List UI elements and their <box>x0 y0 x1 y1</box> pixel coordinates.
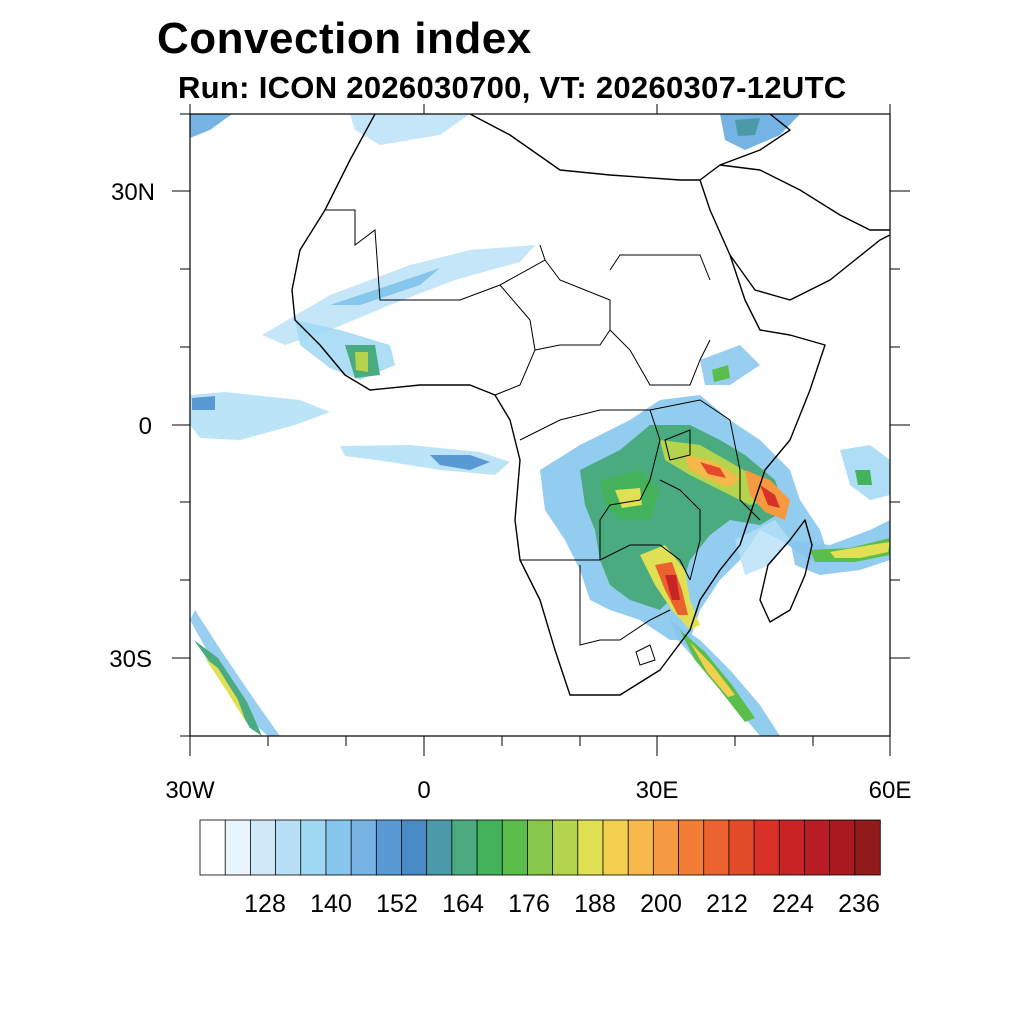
convection-field <box>190 114 890 736</box>
colorbar-swatch <box>602 819 629 876</box>
cell-gulf-of-guinea <box>430 455 490 470</box>
band-gulf-of-guinea <box>340 445 510 475</box>
map-layers <box>190 114 890 736</box>
colorbar-swatch <box>224 819 252 876</box>
colorbar-swatch <box>325 819 352 876</box>
band-mozambique-peak <box>665 575 680 600</box>
band-indian-ocean-south-core <box>690 642 735 697</box>
colorbar-label: 212 <box>706 890 748 918</box>
colorbar-label: 200 <box>640 890 682 918</box>
colorbar-label: 236 <box>838 890 880 918</box>
colorbar-swatch <box>426 819 453 876</box>
chart-subtitle: Run: ICON 2026030700, VT: 20260307-12UTC <box>178 70 847 105</box>
band-equatorial-atlantic <box>190 392 330 440</box>
colorbar-swatch <box>552 819 579 876</box>
colorbar-label: 140 <box>310 890 352 918</box>
arabia-coastline-south <box>729 234 890 301</box>
colorbar-swatch <box>728 819 755 876</box>
band-mediterranean <box>350 114 470 145</box>
border-namibia-botswana <box>579 565 671 646</box>
madagascar-coastline <box>759 519 813 623</box>
border-egypt-sudan <box>609 254 711 281</box>
colorbar-labels: 128 140 152 164 176 188 200 212 224 236 <box>244 890 880 918</box>
colorbar-swatch <box>854 819 881 876</box>
cell-tanzania-peak <box>700 462 726 478</box>
colorbar-label: 128 <box>244 890 286 918</box>
band-sahel-streak <box>262 245 535 345</box>
lon-label-30e: 30E <box>636 777 679 804</box>
colorbar-swatch <box>627 819 655 876</box>
border-tanzania <box>659 479 701 581</box>
colorbar-swatch <box>375 819 403 876</box>
colorbar-swatch <box>199 819 226 876</box>
colorbar-swatch <box>501 819 529 876</box>
colorbar-label: 188 <box>574 890 616 918</box>
colorbar-label: 224 <box>772 890 814 918</box>
colorbar-swatch <box>678 819 705 876</box>
axis-ticks <box>172 104 910 756</box>
cell-northeast-core <box>735 118 760 136</box>
cell-northwest-corner <box>190 114 232 138</box>
lon-label-60e: 60E <box>869 777 912 804</box>
border-angola-zambia <box>520 544 691 581</box>
border-congo <box>519 409 661 560</box>
region-west-africa <box>295 320 395 380</box>
colorbar-swatch <box>527 819 554 876</box>
colorbar-swatch <box>829 819 856 876</box>
cell-ethiopia <box>712 365 730 382</box>
africa-coastline <box>291 114 826 696</box>
cell-atlantic-west <box>192 396 215 410</box>
colorbar-swatch <box>778 819 806 876</box>
colorbar-swatch <box>451 819 478 876</box>
colorbar-swatch <box>804 819 831 876</box>
colorbar-label: 164 <box>442 890 484 918</box>
lat-label-0: 0 <box>139 413 152 440</box>
lon-label-30w: 30W <box>165 777 215 804</box>
cell-coast-peak <box>760 485 780 508</box>
colorbar-swatch <box>476 819 503 876</box>
border-east-africa <box>649 399 761 521</box>
colorbar-swatch <box>275 819 302 876</box>
colorbar-swatch <box>401 819 428 876</box>
colorbar-label: 176 <box>508 890 550 918</box>
colorbar-swatch <box>753 819 780 876</box>
colorbar-swatch <box>300 819 327 876</box>
region-ethiopia <box>700 345 760 385</box>
border-sudan-south <box>609 329 711 386</box>
colorbar-swatch <box>350 819 377 876</box>
country-borders <box>325 209 761 666</box>
lat-label-30n: 30N <box>111 179 155 206</box>
lon-label-0: 0 <box>417 777 430 804</box>
band-southwest-outer <box>190 610 280 736</box>
cell-madagascar-west <box>735 520 790 575</box>
colorbar-swatch <box>577 819 604 876</box>
band-indian-ocean-east-core <box>830 542 890 558</box>
colorbar-swatch <box>249 819 277 876</box>
north-africa-coast <box>469 114 700 181</box>
colorbar <box>199 819 881 876</box>
lat-label-30s: 30S <box>109 646 152 673</box>
cell-west-africa-core <box>355 352 368 372</box>
arabia-coastline-north <box>719 164 890 231</box>
colorbar-swatch <box>652 819 680 876</box>
border-nigeria <box>494 284 536 396</box>
africa-outline <box>291 114 890 696</box>
cell-seychelles-core <box>855 470 872 485</box>
lake-victoria <box>664 429 691 461</box>
colorbar-swatch <box>703 819 730 876</box>
colorbar-label: 152 <box>376 890 418 918</box>
border-west-sahara <box>325 209 546 301</box>
border-chad <box>534 259 611 351</box>
chart-title: Convection index <box>157 14 532 63</box>
border-lesotho <box>635 644 656 666</box>
